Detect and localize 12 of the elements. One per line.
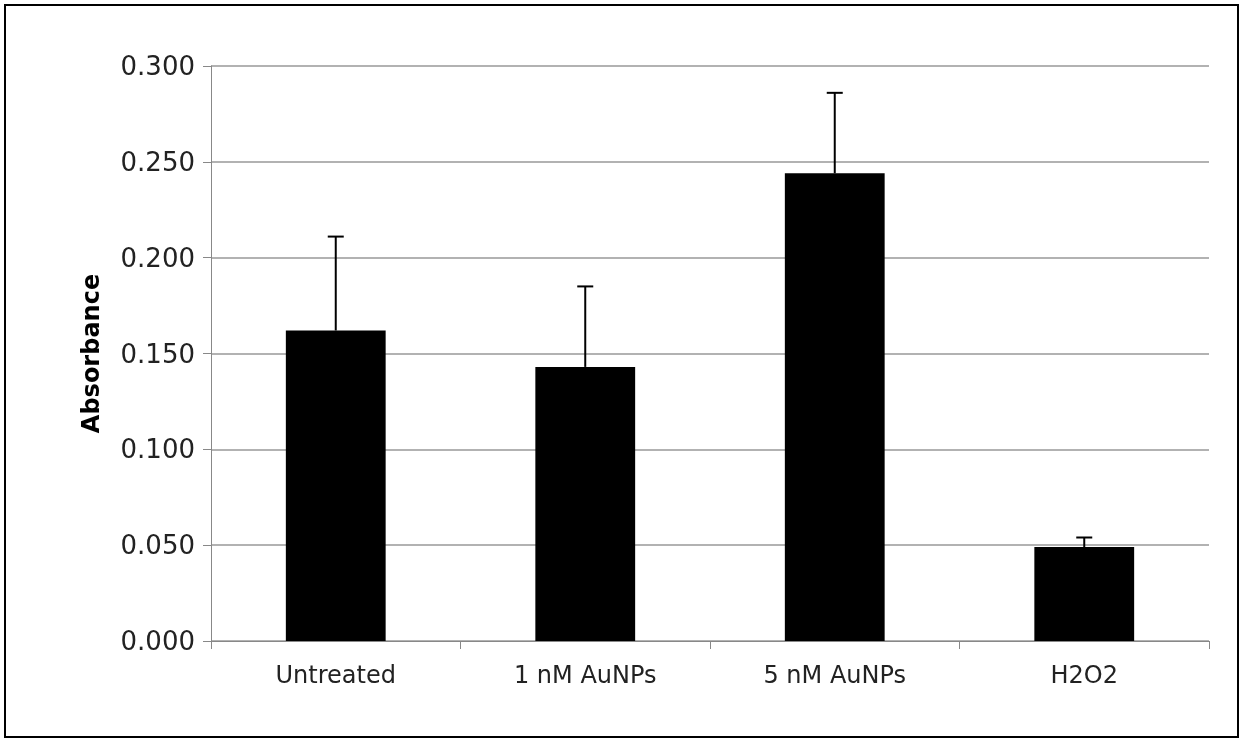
y-tick-label: 0.300 [120, 51, 195, 81]
y-tick-label: 0.000 [120, 626, 195, 656]
y-tick-label: 0.150 [120, 338, 195, 369]
x-tick-label: Untreated [275, 661, 396, 689]
y-tick-label: 0.050 [120, 530, 195, 561]
y-axis-title: Absorbance [77, 273, 105, 434]
x-tick-label: 1 nM AuNPs [513, 661, 657, 689]
y-tick-label: 0.250 [120, 146, 195, 177]
x-tick-label: H2O2 [1050, 661, 1118, 689]
y-tick-label: 0.200 [120, 242, 195, 273]
y-tick-label: 0.100 [120, 434, 195, 465]
x-tick-label: 5 nM AuNPs [763, 661, 907, 689]
